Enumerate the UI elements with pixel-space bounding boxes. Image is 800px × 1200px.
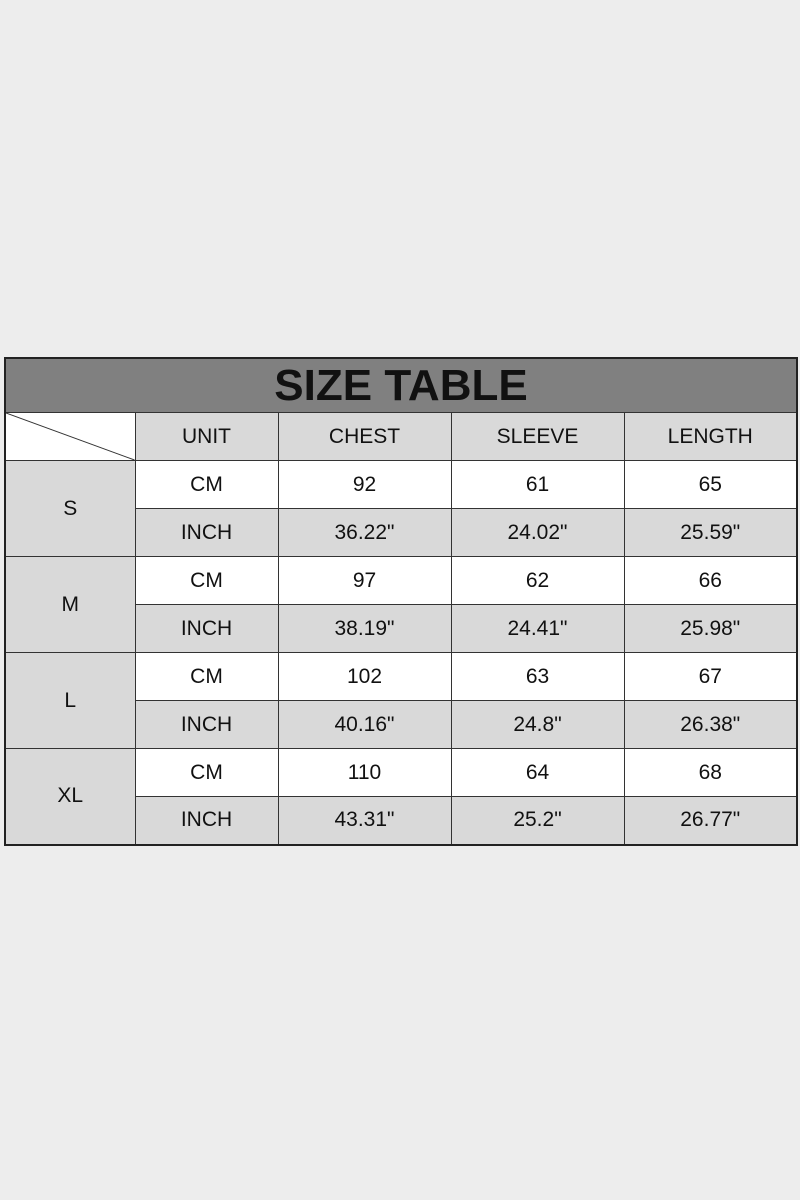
cell-chest: 36.22" bbox=[277, 508, 452, 557]
size-label: L bbox=[4, 652, 136, 749]
cell-length: 25.59" bbox=[623, 508, 798, 557]
cell-length: 26.77" bbox=[623, 796, 798, 845]
size-label: S bbox=[4, 460, 136, 557]
table-row: INCH 40.16" 24.8" 26.38" bbox=[5, 700, 798, 749]
table-row: XL CM 110 64 68 bbox=[4, 748, 798, 845]
cell-unit: INCH bbox=[134, 700, 279, 749]
cell-sleeve: 64 bbox=[450, 748, 625, 797]
cell-unit: INCH bbox=[134, 508, 279, 557]
cell-length: 67 bbox=[623, 652, 798, 701]
cell-unit: INCH bbox=[134, 796, 279, 845]
cell-chest: 97 bbox=[277, 556, 452, 605]
table-row: INCH 36.22" 24.02" 25.59" bbox=[5, 508, 798, 557]
table-row: M CM 97 62 66 bbox=[4, 556, 798, 653]
header-sleeve: SLEEVE bbox=[450, 412, 625, 461]
cell-sleeve: 62 bbox=[450, 556, 625, 605]
table-title: SIZE TABLE bbox=[4, 357, 798, 413]
table-row: L CM 102 63 67 bbox=[4, 652, 798, 749]
cell-sleeve: 25.2" bbox=[450, 796, 625, 845]
table-row: INCH 38.19" 24.41" 25.98" bbox=[5, 604, 798, 653]
cell-unit: CM bbox=[134, 556, 279, 605]
cell-length: 26.38" bbox=[623, 700, 798, 749]
cell-chest: 110 bbox=[277, 748, 452, 797]
cell-chest: 40.16" bbox=[277, 700, 452, 749]
diagonal-corner-cell bbox=[4, 412, 136, 461]
cell-unit: CM bbox=[134, 460, 279, 509]
cell-length: 25.98" bbox=[623, 604, 798, 653]
header-unit: UNIT bbox=[134, 412, 279, 461]
cell-unit: INCH bbox=[134, 604, 279, 653]
cell-length: 66 bbox=[623, 556, 798, 605]
cell-unit: CM bbox=[134, 748, 279, 797]
cell-sleeve: 24.8" bbox=[450, 700, 625, 749]
cell-sleeve: 24.02" bbox=[450, 508, 625, 557]
size-label: M bbox=[4, 556, 136, 653]
cell-chest: 43.31" bbox=[277, 796, 452, 845]
header-length: LENGTH bbox=[623, 412, 798, 461]
cell-chest: 92 bbox=[277, 460, 452, 509]
cell-sleeve: 24.41" bbox=[450, 604, 625, 653]
size-label: XL bbox=[4, 748, 136, 845]
cell-chest: 38.19" bbox=[277, 604, 452, 653]
cell-chest: 102 bbox=[277, 652, 452, 701]
table-row: INCH 43.31" 25.2" 26.77" bbox=[5, 796, 798, 845]
cell-sleeve: 63 bbox=[450, 652, 625, 701]
cell-length: 68 bbox=[623, 748, 798, 797]
cell-sleeve: 61 bbox=[450, 460, 625, 509]
cell-unit: CM bbox=[134, 652, 279, 701]
size-table: SIZE TABLE UNIT CHEST SLEEVE LENGTH S CM 9… bbox=[4, 357, 799, 846]
header-chest: CHEST bbox=[277, 412, 452, 461]
table-row: S CM 92 61 65 bbox=[4, 460, 798, 557]
cell-length: 65 bbox=[623, 460, 798, 509]
